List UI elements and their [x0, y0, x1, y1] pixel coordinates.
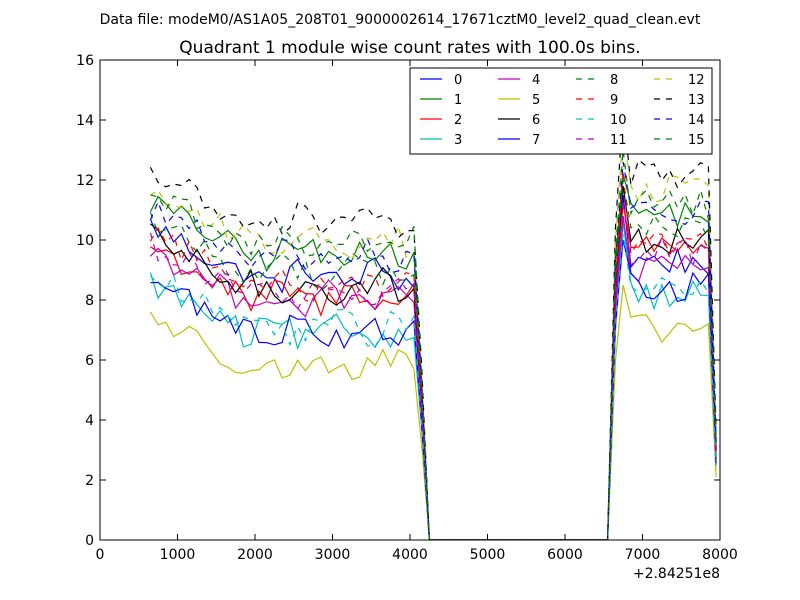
x-tick-label: 8000 [702, 547, 738, 563]
legend-label-9: 9 [610, 93, 618, 108]
legend-label-2: 2 [454, 113, 462, 128]
y-tick-label: 2 [85, 473, 94, 489]
series-line-4 [149, 215, 717, 540]
x-tick-label: 7000 [625, 547, 661, 563]
legend-label-4: 4 [532, 73, 540, 88]
legend-label-10: 10 [610, 113, 627, 128]
series-line-9 [149, 170, 717, 540]
series-line-6 [150, 185, 717, 540]
series-lines [149, 107, 717, 540]
x-tick-label: 4000 [392, 547, 428, 563]
y-tick-label: 8 [85, 293, 94, 309]
series-line-1 [149, 173, 717, 540]
x-tick-label: 2000 [237, 547, 273, 563]
legend-label-7: 7 [532, 133, 540, 148]
axis-ticks: 0 1000 2000 3000 4000 5000 6000 7000 80000246810… [76, 53, 738, 563]
series-line-15 [150, 149, 717, 540]
x-tick-label: 1000 [160, 547, 196, 563]
legend-box [409, 67, 713, 155]
series-line-12 [150, 131, 717, 540]
series-line-5 [149, 284, 717, 540]
legend-label-11: 11 [610, 133, 627, 148]
legend-label-14: 14 [688, 113, 705, 128]
series-line-7 [150, 239, 717, 540]
legend-label-1: 1 [454, 93, 462, 108]
legend-label-0: 0 [454, 73, 462, 88]
x-tick-label: 0 [96, 547, 105, 563]
legend-label-3: 3 [454, 133, 462, 148]
series-line-11 [149, 200, 717, 540]
y-tick-label: 10 [76, 233, 94, 249]
chart-title: Quadrant 1 module wise count rates with … [179, 38, 640, 58]
series-line-13 [149, 107, 717, 540]
x-tick-label: 6000 [547, 547, 583, 563]
series-line-0 [149, 194, 717, 540]
legend-label-6: 6 [532, 113, 540, 128]
series-line-3 [149, 221, 717, 540]
x-axis-offset-label: +2.84251e8 [633, 566, 720, 582]
chart-suptitle: Data file: modeM0/AS1A05_208T01_90000026… [100, 12, 701, 28]
y-tick-label: 14 [76, 113, 94, 129]
x-tick-label: 3000 [315, 547, 351, 563]
y-tick-label: 12 [76, 173, 94, 189]
legend-label-13: 13 [688, 93, 705, 108]
y-tick-label: 16 [76, 53, 94, 69]
x-tick-label: 5000 [470, 547, 506, 563]
legend-label-12: 12 [688, 73, 705, 88]
y-tick-label: 4 [85, 413, 94, 429]
series-line-14 [149, 161, 717, 540]
series-line-8 [149, 179, 717, 540]
series-line-10 [149, 233, 717, 540]
legend-label-5: 5 [532, 93, 540, 108]
y-tick-label: 6 [85, 353, 94, 369]
legend-label-8: 8 [610, 73, 618, 88]
legend-label-15: 15 [688, 133, 705, 148]
y-tick-label: 0 [85, 533, 94, 549]
